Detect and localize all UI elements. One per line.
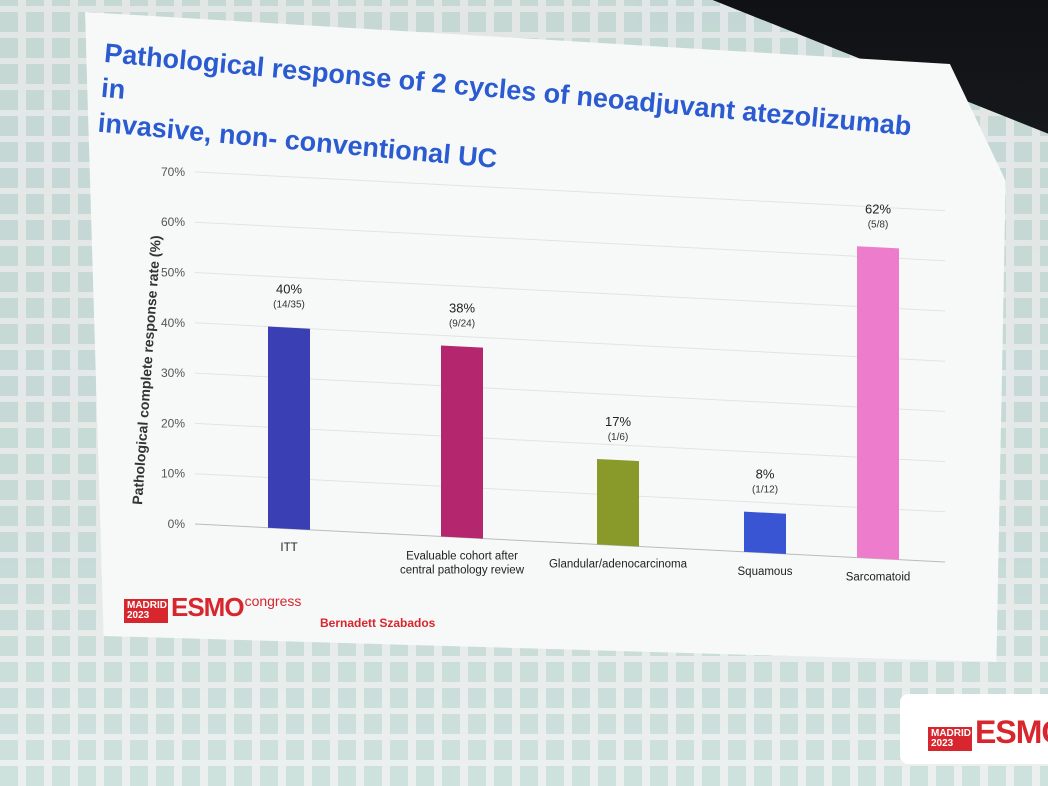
logo-brand: ESMO xyxy=(171,592,245,622)
gridline xyxy=(194,322,946,362)
x-category-label: central pathology review xyxy=(400,565,525,577)
slide xyxy=(85,12,1006,662)
logo-brand-stage: ESMO xyxy=(975,714,1048,750)
esmo-logo-slide: MADRID 2023 ESMO congress xyxy=(124,592,301,623)
esmo-logo-stage: MADRID 2023 ESMO con xyxy=(900,694,1048,764)
x-category-label: Squamous xyxy=(738,566,793,578)
logo-suffix: congress xyxy=(244,593,302,609)
bar-value-label: 62% xyxy=(865,201,891,216)
chart-gridlines xyxy=(194,171,946,563)
bar-value-label: 8% xyxy=(756,467,775,482)
logo-city: MADRID xyxy=(127,600,167,611)
bar xyxy=(744,511,786,554)
bar-value-label: 17% xyxy=(605,414,631,429)
bar-fraction-label: (1/12) xyxy=(752,485,778,496)
x-category-label: Sarcomatoid xyxy=(846,572,911,584)
bar-fraction-label: (14/35) xyxy=(273,300,305,311)
y-tick-label: 70% xyxy=(161,165,185,179)
chart-bars xyxy=(268,246,899,560)
bar xyxy=(857,246,899,560)
gridline xyxy=(194,523,946,563)
logo-city-box: MADRID 2023 xyxy=(124,599,168,623)
y-axis-ticks: 0% 10% 20% 30% 40% 50% 60% 70% xyxy=(161,165,185,531)
bar xyxy=(268,326,310,530)
logo-year-stage: 2023 xyxy=(931,738,954,749)
y-tick-label: 20% xyxy=(161,416,185,430)
bar xyxy=(597,458,639,547)
gridline xyxy=(194,171,946,212)
gridline xyxy=(194,272,946,312)
logo-city-stage: MADRID xyxy=(931,728,971,739)
bar-value-label: 40% xyxy=(276,282,302,297)
author-name: Bernadett Szabados xyxy=(320,616,436,630)
bar xyxy=(441,345,483,539)
bar-fraction-label: (9/24) xyxy=(449,319,475,330)
gridline xyxy=(194,422,946,463)
chart-labels: 40% (14/35) ITT 38% (9/24) Evaluable cohort a… xyxy=(273,201,910,583)
y-tick-label: 50% xyxy=(161,266,185,280)
logo-year: 2023 xyxy=(127,610,150,621)
y-tick-label: 40% xyxy=(161,316,185,330)
y-axis-label: Pathological complete response rate (%) xyxy=(129,235,164,505)
x-category-label: ITT xyxy=(280,542,297,554)
x-category-label: Glandular/adenocarcinoma xyxy=(549,558,688,570)
y-tick-label: 0% xyxy=(168,517,186,531)
bar-fraction-label: (1/6) xyxy=(608,432,629,443)
logo-city-box-stage: MADRID 2023 xyxy=(928,727,972,751)
y-tick-label: 30% xyxy=(161,366,185,380)
y-tick-label: 60% xyxy=(161,215,185,229)
bar-value-label: 38% xyxy=(449,301,475,316)
bar-fraction-label: (5/8) xyxy=(868,219,889,230)
gridline xyxy=(194,221,946,262)
gridline xyxy=(194,473,946,513)
y-tick-label: 10% xyxy=(161,467,185,481)
gridline xyxy=(194,372,946,412)
x-category-label: Evaluable cohort after xyxy=(406,551,518,563)
